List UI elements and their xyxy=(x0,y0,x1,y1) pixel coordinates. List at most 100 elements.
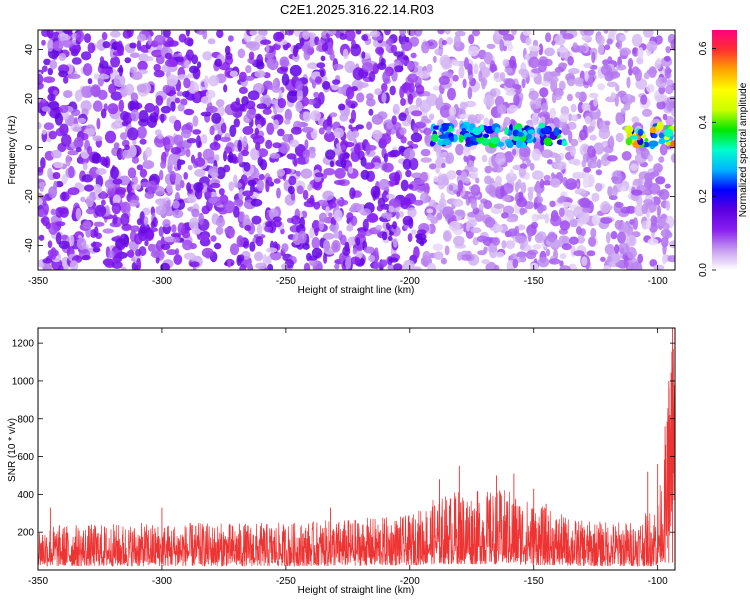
spectrogram-cell xyxy=(256,223,263,237)
spectrogram-cell xyxy=(129,199,139,207)
spectrogram-signal-cell xyxy=(472,126,482,136)
spectrogram-cell xyxy=(481,259,491,265)
spectrogram-cell xyxy=(545,32,552,43)
spectrogram-signal-cell xyxy=(458,134,465,143)
spectrogram-cell xyxy=(193,182,204,192)
spectrogram-cell xyxy=(606,81,618,88)
spectrogram-cell xyxy=(186,182,192,192)
spectrogram-cell xyxy=(68,165,75,178)
spectrogram-cell xyxy=(381,92,387,103)
spectrogram-cell xyxy=(631,116,640,124)
spectrogram-cell xyxy=(470,199,478,210)
spectrogram-cell xyxy=(170,147,182,155)
spectrogram-cell xyxy=(176,158,182,171)
spectrogram-cell xyxy=(559,253,567,260)
spectrogram-cell xyxy=(172,200,180,209)
spectrogram-cell xyxy=(204,75,209,89)
spectrogram-cell xyxy=(111,261,123,269)
spectrogram-cell xyxy=(460,254,472,261)
spectrogram-cell xyxy=(512,84,522,90)
spectrogram-cell xyxy=(154,34,166,46)
spectrogram-signal-cell xyxy=(637,128,644,137)
spectrogram-cell xyxy=(457,251,462,261)
spectrogram-cell xyxy=(87,78,93,85)
spectrogram-cell xyxy=(452,74,459,82)
spectrogram-cell xyxy=(453,34,461,48)
spectrogram-cell xyxy=(319,69,325,78)
spectrogram-cell xyxy=(363,246,375,254)
spectrogram-cell xyxy=(173,237,180,243)
spectrogram-cell xyxy=(227,259,232,268)
spectrogram-cell xyxy=(276,187,281,199)
spectrogram-cell xyxy=(591,213,601,226)
spectrogram-cell xyxy=(516,251,527,258)
spectrogram-cell xyxy=(586,250,596,257)
spectrogram-cell xyxy=(333,127,345,139)
colorbar-tick-label: 0.4 xyxy=(698,115,709,129)
spectrogram-cell xyxy=(568,236,579,245)
spectrogram-cell xyxy=(369,30,381,38)
spectrogram-cell xyxy=(69,234,75,247)
spectrogram-cell xyxy=(325,149,336,160)
spectrogram-cell xyxy=(224,45,231,56)
spectrogram-cell xyxy=(433,176,439,183)
spectrogram-cell xyxy=(302,30,310,40)
spectrogram-cell xyxy=(238,86,248,94)
spectrogram-cell xyxy=(619,47,631,56)
spectrogram-cell xyxy=(155,95,164,106)
spectrogram-cell xyxy=(589,47,598,56)
snr-line xyxy=(38,348,675,567)
spectrogram-cell xyxy=(302,111,309,119)
spectrogram-cell xyxy=(306,48,315,55)
spectrogram-cell xyxy=(664,231,673,239)
spectrogram-cell xyxy=(407,115,412,124)
spectrogram-cell xyxy=(281,263,288,270)
spectrogram-cell xyxy=(406,61,415,71)
spectrogram-cell xyxy=(467,86,473,100)
spectrogram-cell xyxy=(247,90,260,101)
spectrogram-cell xyxy=(559,265,571,270)
spectrogram-cell xyxy=(50,247,57,260)
spectrogram-signal-cell xyxy=(526,139,533,144)
spectrogram-cell xyxy=(472,30,480,37)
spectrogram-cell xyxy=(81,254,91,261)
spectrogram-cell xyxy=(582,176,590,189)
spectrogram-cell xyxy=(549,178,561,188)
spectrogram-cell xyxy=(382,162,394,173)
spectrogram-cell xyxy=(272,219,282,228)
spectrogram-cell xyxy=(295,170,301,177)
snr-frame xyxy=(37,327,676,571)
spectrogram-cell xyxy=(333,179,346,185)
spectrogram-cell xyxy=(189,261,200,268)
spectrogram-cell xyxy=(289,64,302,77)
spectrogram-cell xyxy=(85,195,94,208)
spectrogram-signal-cell xyxy=(656,121,664,130)
spectrogram-cell xyxy=(174,97,181,104)
spectrogram-cell xyxy=(647,154,653,162)
spectrogram-cell xyxy=(442,206,454,219)
spectrogram-cell xyxy=(507,228,518,237)
spectrogram-cell xyxy=(478,70,483,82)
spectrogram-cell xyxy=(603,30,609,34)
spectrogram-cell xyxy=(292,45,299,58)
spectrogram-cell xyxy=(481,77,486,90)
spectrogram-cell xyxy=(517,224,526,231)
spectrogram-cell xyxy=(453,235,465,247)
spectrogram-cell xyxy=(239,264,247,270)
spectrogram-cell xyxy=(387,151,396,158)
spectrogram-cell xyxy=(615,42,620,48)
spectrogram-cell xyxy=(500,185,505,198)
spectrogram-cell xyxy=(355,237,361,246)
spectrogram-cell xyxy=(281,73,290,86)
spectrogram-cell xyxy=(587,160,598,169)
spectrogram-cell xyxy=(329,201,337,209)
spectrogram-cell xyxy=(183,77,191,89)
spectrogram-cell xyxy=(634,68,643,82)
spectrogram-cell xyxy=(458,65,465,79)
spectrogram-cell xyxy=(191,208,200,218)
spectrogram-cell xyxy=(348,166,354,174)
spectrogram-cell xyxy=(254,251,264,262)
spectrogram-cell xyxy=(589,92,599,98)
spectrogram-cell xyxy=(183,108,195,116)
